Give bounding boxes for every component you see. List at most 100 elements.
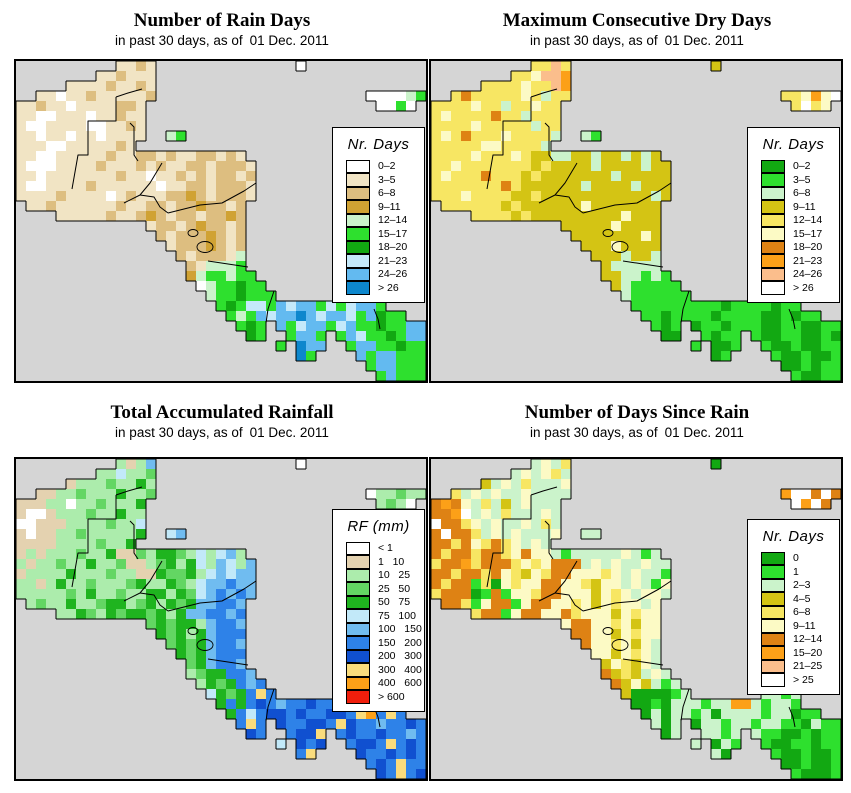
legend-item: > 26 bbox=[748, 281, 839, 296]
legend-label: 50 75 bbox=[378, 596, 411, 608]
country-border bbox=[530, 88, 558, 98]
legend-swatch bbox=[346, 186, 370, 200]
legend-swatch bbox=[761, 673, 785, 687]
legend-label: 21–23 bbox=[793, 254, 823, 267]
country-border bbox=[129, 520, 139, 560]
lake-outline bbox=[187, 627, 199, 635]
legend-item: < 1 bbox=[333, 541, 424, 556]
legend-item: 9–11 bbox=[748, 200, 839, 215]
legend-swatch bbox=[761, 592, 785, 606]
legend-label: 3–5 bbox=[378, 173, 396, 186]
legend-swatch bbox=[346, 173, 370, 187]
legend-title: Nr. Days bbox=[347, 136, 410, 153]
legend-swatch bbox=[346, 690, 370, 704]
legend-swatch bbox=[346, 555, 370, 569]
legend-swatch bbox=[346, 240, 370, 254]
country-border bbox=[139, 592, 169, 612]
lake-outline bbox=[187, 229, 199, 237]
country-border bbox=[207, 658, 249, 666]
legend-item: 75 100 bbox=[333, 609, 424, 624]
legend-swatch bbox=[761, 159, 785, 173]
legend-swatch bbox=[346, 541, 370, 555]
legend-swatch bbox=[761, 659, 785, 673]
country-border bbox=[554, 194, 584, 214]
map-dry-days: Nr. Days 0–2 3–5 6–8 9–11 12–14 15–17 18–20 21–2… bbox=[429, 59, 843, 383]
legend-swatch bbox=[346, 159, 370, 173]
legend-label: > 25 bbox=[793, 673, 814, 686]
lake-outline bbox=[611, 241, 629, 253]
legend-label: 21–23 bbox=[378, 254, 408, 267]
legend-item: > 26 bbox=[333, 281, 424, 296]
legend-label: 15–17 bbox=[378, 227, 408, 240]
legend-title: Nr. Days bbox=[762, 528, 825, 545]
legend-label: > 600 bbox=[378, 690, 405, 703]
legend-label: > 26 bbox=[793, 281, 814, 294]
legend-swatch bbox=[761, 646, 785, 660]
country-border bbox=[680, 290, 690, 324]
legend-item: 100 150 bbox=[333, 622, 424, 637]
legend-swatch bbox=[761, 578, 785, 592]
legend-item: 18–20 bbox=[748, 240, 839, 255]
legend-item: 15–20 bbox=[748, 646, 839, 661]
legend-swatch bbox=[761, 200, 785, 214]
legend-swatch bbox=[761, 254, 785, 268]
legend-item: 1 10 bbox=[333, 555, 424, 570]
legend-item: 6–8 bbox=[748, 605, 839, 620]
country-border bbox=[680, 688, 690, 722]
legend-swatch bbox=[761, 213, 785, 227]
legend-label: 0 bbox=[793, 552, 799, 564]
country-border bbox=[115, 88, 143, 98]
subtitle-date: 01 Dec. 2011 bbox=[249, 33, 329, 48]
country-border bbox=[115, 486, 143, 496]
legend-item: 2–3 bbox=[748, 578, 839, 593]
legend-swatch bbox=[761, 186, 785, 200]
legend-swatch bbox=[761, 227, 785, 241]
legend-item: 24–26 bbox=[748, 267, 839, 282]
legend-label: 24–26 bbox=[378, 268, 408, 280]
legend-item: 24–26 bbox=[333, 267, 424, 282]
legend-label: 15–17 bbox=[793, 227, 823, 240]
country-border bbox=[582, 182, 672, 214]
legend-label: 300 400 bbox=[378, 663, 422, 676]
legend-label: 4–5 bbox=[793, 592, 811, 605]
legend-swatch bbox=[761, 551, 785, 565]
legend-swatch bbox=[761, 281, 785, 295]
legend-label: 75 100 bbox=[378, 609, 416, 622]
legend-item: 21–25 bbox=[748, 659, 839, 674]
country-border bbox=[207, 260, 249, 268]
panel-title: Maximum Consecutive Dry Days bbox=[502, 10, 772, 31]
legend-label: 12–14 bbox=[793, 214, 823, 226]
legend-label: 18–20 bbox=[378, 241, 408, 253]
legend-item: 9–11 bbox=[748, 619, 839, 634]
country-border bbox=[486, 495, 532, 588]
lake-outline bbox=[196, 639, 214, 651]
country-border bbox=[167, 580, 257, 612]
legend-item: 15–17 bbox=[333, 227, 424, 242]
legend-item: 12–14 bbox=[748, 213, 839, 228]
panel-header-rainfall: Total Accumulated Rainfall in past 30 da… bbox=[12, 402, 432, 442]
legend-label: 2–3 bbox=[793, 579, 811, 591]
subtitle-date: 01 Dec. 2011 bbox=[664, 425, 744, 440]
legend-rain-days: Nr. Days 0–2 3–5 6–8 9–11 12–14 15–17 18–20 21–2… bbox=[332, 127, 425, 303]
lake-outline bbox=[602, 229, 614, 237]
legend-swatch bbox=[346, 582, 370, 596]
country-border bbox=[554, 162, 578, 196]
panel-header-rain-days: Number of Rain Days in past 30 days, as … bbox=[12, 10, 432, 50]
legend-item: 1 bbox=[748, 565, 839, 580]
legend-swatch bbox=[761, 619, 785, 633]
legend-item: 150 200 bbox=[333, 636, 424, 651]
country-border bbox=[530, 486, 558, 496]
country-border bbox=[486, 97, 532, 190]
legend-swatch bbox=[761, 632, 785, 646]
legend-item: 400 600 bbox=[333, 676, 424, 691]
country-border bbox=[788, 706, 796, 728]
legend-swatch bbox=[761, 565, 785, 579]
legend-swatch bbox=[346, 636, 370, 650]
legend-dry-days: Nr. Days 0–2 3–5 6–8 9–11 12–14 15–17 18–20 21–2… bbox=[747, 127, 840, 303]
legend-item: 9–11 bbox=[333, 200, 424, 215]
panel-title: Number of Days Since Rain bbox=[524, 402, 750, 423]
lake-outline bbox=[602, 627, 614, 635]
legend-label: 0–2 bbox=[378, 160, 396, 172]
